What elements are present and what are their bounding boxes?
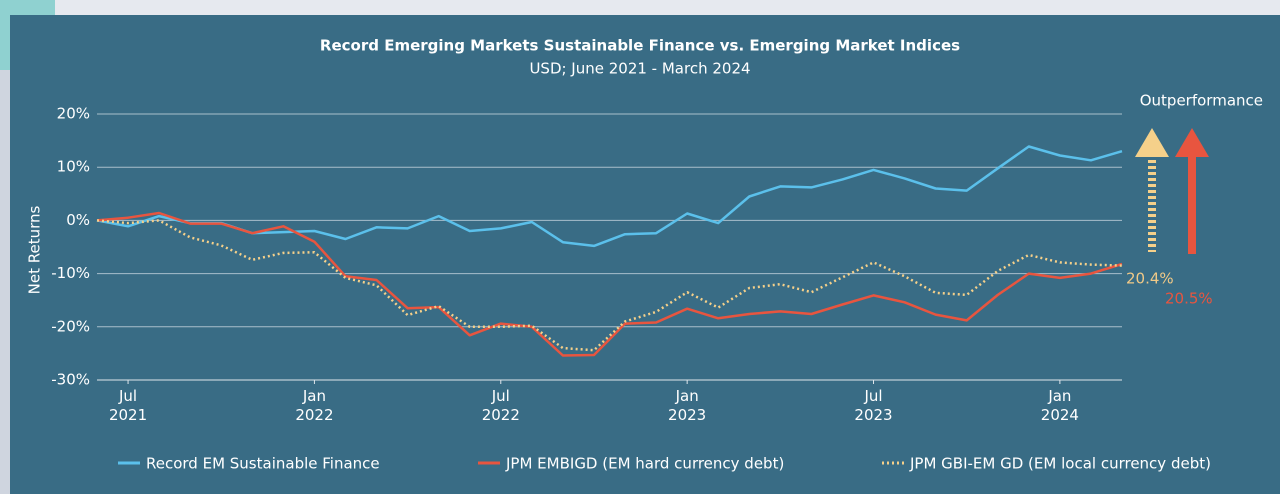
x-tick-label: Jul 2021 (108, 387, 148, 424)
chart-subtitle: USD; June 2021 - March 2024 (529, 60, 750, 78)
y-tick-label: -10% (51, 264, 90, 282)
x-tick-label: Jan 2023 (668, 387, 707, 424)
x-tick-label: Jan 2022 (295, 387, 334, 424)
series-line (96, 145, 1123, 248)
top-strip (0, 0, 1280, 15)
x-tick-label: Jul 2023 (854, 387, 893, 424)
left-strip (0, 70, 10, 494)
annotation: 20.4% (1126, 270, 1174, 288)
red-arrow (1175, 128, 1209, 254)
legend-item: JPM EMBIGD (EM hard currency debt) (478, 455, 784, 473)
annotation: 20.5% (1165, 290, 1213, 308)
y-tick-label: 10% (57, 158, 90, 176)
legend-label: JPM EMBIGD (EM hard currency debt) (505, 455, 784, 473)
y-tick-label: 20% (57, 105, 90, 123)
legend-item: JPM GBI-EM GD (EM local currency debt) (882, 455, 1211, 473)
legend-label: Record EM Sustainable Finance (146, 455, 380, 473)
legend-label: JPM GBI-EM GD (EM local currency debt) (909, 455, 1211, 473)
series-line (96, 211, 1123, 357)
legend-item: Record EM Sustainable Finance (118, 455, 380, 473)
y-tick-label: -30% (51, 371, 90, 389)
gold-arrow (1135, 128, 1169, 252)
y-tick-label: -20% (51, 317, 90, 335)
x-tick-label: Jan 2024 (1040, 387, 1079, 424)
panel (10, 15, 1280, 494)
y-axis-label: Net Returns (26, 205, 44, 294)
annotation: Outperformance (1140, 92, 1263, 110)
y-tick-label: 0% (66, 211, 90, 229)
x-tick-label: Jul 2022 (481, 387, 520, 424)
chart-title: Record Emerging Markets Sustainable Fina… (320, 37, 960, 55)
